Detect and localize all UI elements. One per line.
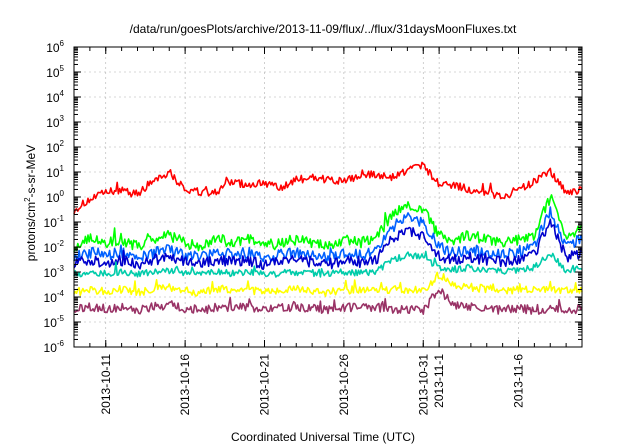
y-axis-label-prefix: protons/cm xyxy=(24,202,38,261)
y-tick-label-base: 10 xyxy=(44,216,58,230)
y-tick-label-exponent: -3 xyxy=(57,264,65,273)
y-tick-label-base: 10 xyxy=(46,141,60,155)
y-tick-label: 101 xyxy=(46,164,64,180)
y-tick-label-exponent: -6 xyxy=(57,339,65,348)
y-tick-label: 104 xyxy=(46,89,64,105)
y-tick-label-base: 10 xyxy=(46,116,60,130)
series-line xyxy=(73,288,583,316)
series-line xyxy=(73,218,583,271)
y-tick-label: 10-3 xyxy=(44,264,65,280)
y-tick-labels: 10-610-510-410-310-210-11001011021031041… xyxy=(44,39,65,355)
x-tick-label: 2013-10-31 xyxy=(416,354,430,416)
y-tick-label-base: 10 xyxy=(46,66,60,80)
x-tick-label: 2013-11-1 xyxy=(432,354,446,408)
series-line xyxy=(73,250,583,278)
y-tick-label-base: 10 xyxy=(44,291,58,305)
y-axis-label: protons/cm2-s-sr-MeV xyxy=(23,145,38,261)
y-axis-label-suffix: -s-sr-MeV xyxy=(24,145,38,198)
series-line xyxy=(73,194,583,252)
x-axis-label: Coordinated Universal Time (UTC) xyxy=(231,430,415,444)
x-tick-label: 2013-10-16 xyxy=(178,354,192,416)
y-tick-label: 103 xyxy=(46,114,64,130)
y-tick-label: 10-1 xyxy=(44,214,65,230)
y-tick-label-exponent: 2 xyxy=(60,139,65,148)
chart-title: /data/run/goesPlots/archive/2013-11-09/f… xyxy=(130,22,517,36)
y-tick-label-base: 10 xyxy=(44,241,58,255)
y-tick-label-base: 10 xyxy=(46,166,60,180)
y-tick-label-exponent: 6 xyxy=(60,39,65,48)
y-tick-label: 10-6 xyxy=(44,339,65,355)
y-tick-label-exponent: 5 xyxy=(60,64,65,73)
y-tick-label-exponent: 1 xyxy=(60,164,65,173)
x-tick-label: 2013-10-11 xyxy=(99,354,113,415)
y-tick-label-base: 10 xyxy=(44,316,58,330)
ticks xyxy=(73,46,583,348)
y-tick-label: 10-4 xyxy=(44,289,65,305)
y-tick-label-base: 10 xyxy=(46,191,60,205)
y-tick-label-base: 10 xyxy=(46,91,60,105)
y-tick-label-exponent: -5 xyxy=(57,314,65,323)
y-tick-label-exponent: -2 xyxy=(57,239,65,248)
y-tick-label-exponent: 3 xyxy=(60,114,65,123)
y-tick-label: 10-5 xyxy=(44,314,65,330)
y-tick-label-exponent: -4 xyxy=(57,289,65,298)
x-tick-label: 2013-10-21 xyxy=(258,354,272,416)
x-tick-label: 2013-10-26 xyxy=(337,354,351,416)
y-tick-label: 106 xyxy=(46,39,64,55)
y-tick-label-base: 10 xyxy=(44,341,58,355)
y-tick-label: 105 xyxy=(46,64,64,80)
y-tick-label-exponent: 4 xyxy=(60,89,65,98)
series-line xyxy=(73,271,583,298)
y-tick-label: 10-2 xyxy=(44,239,65,255)
y-tick-label-exponent: 0 xyxy=(60,189,65,198)
x-tick-label: 2013-11-6 xyxy=(512,354,526,408)
y-tick-label: 100 xyxy=(46,189,64,205)
y-tick-label: 102 xyxy=(46,139,64,155)
series-line xyxy=(73,161,583,215)
y-tick-label-exponent: -1 xyxy=(57,214,65,223)
x-tick-labels: 2013-10-11 2013-10-16 2013-10-21 2013-10-26… xyxy=(99,354,526,416)
y-axis-label-sup: 2 xyxy=(23,197,32,202)
series-line xyxy=(73,206,583,263)
grid-lines xyxy=(74,47,582,347)
series-layer xyxy=(73,161,583,316)
y-tick-label-base: 10 xyxy=(44,266,58,280)
y-tick-label-base: 10 xyxy=(46,41,60,55)
